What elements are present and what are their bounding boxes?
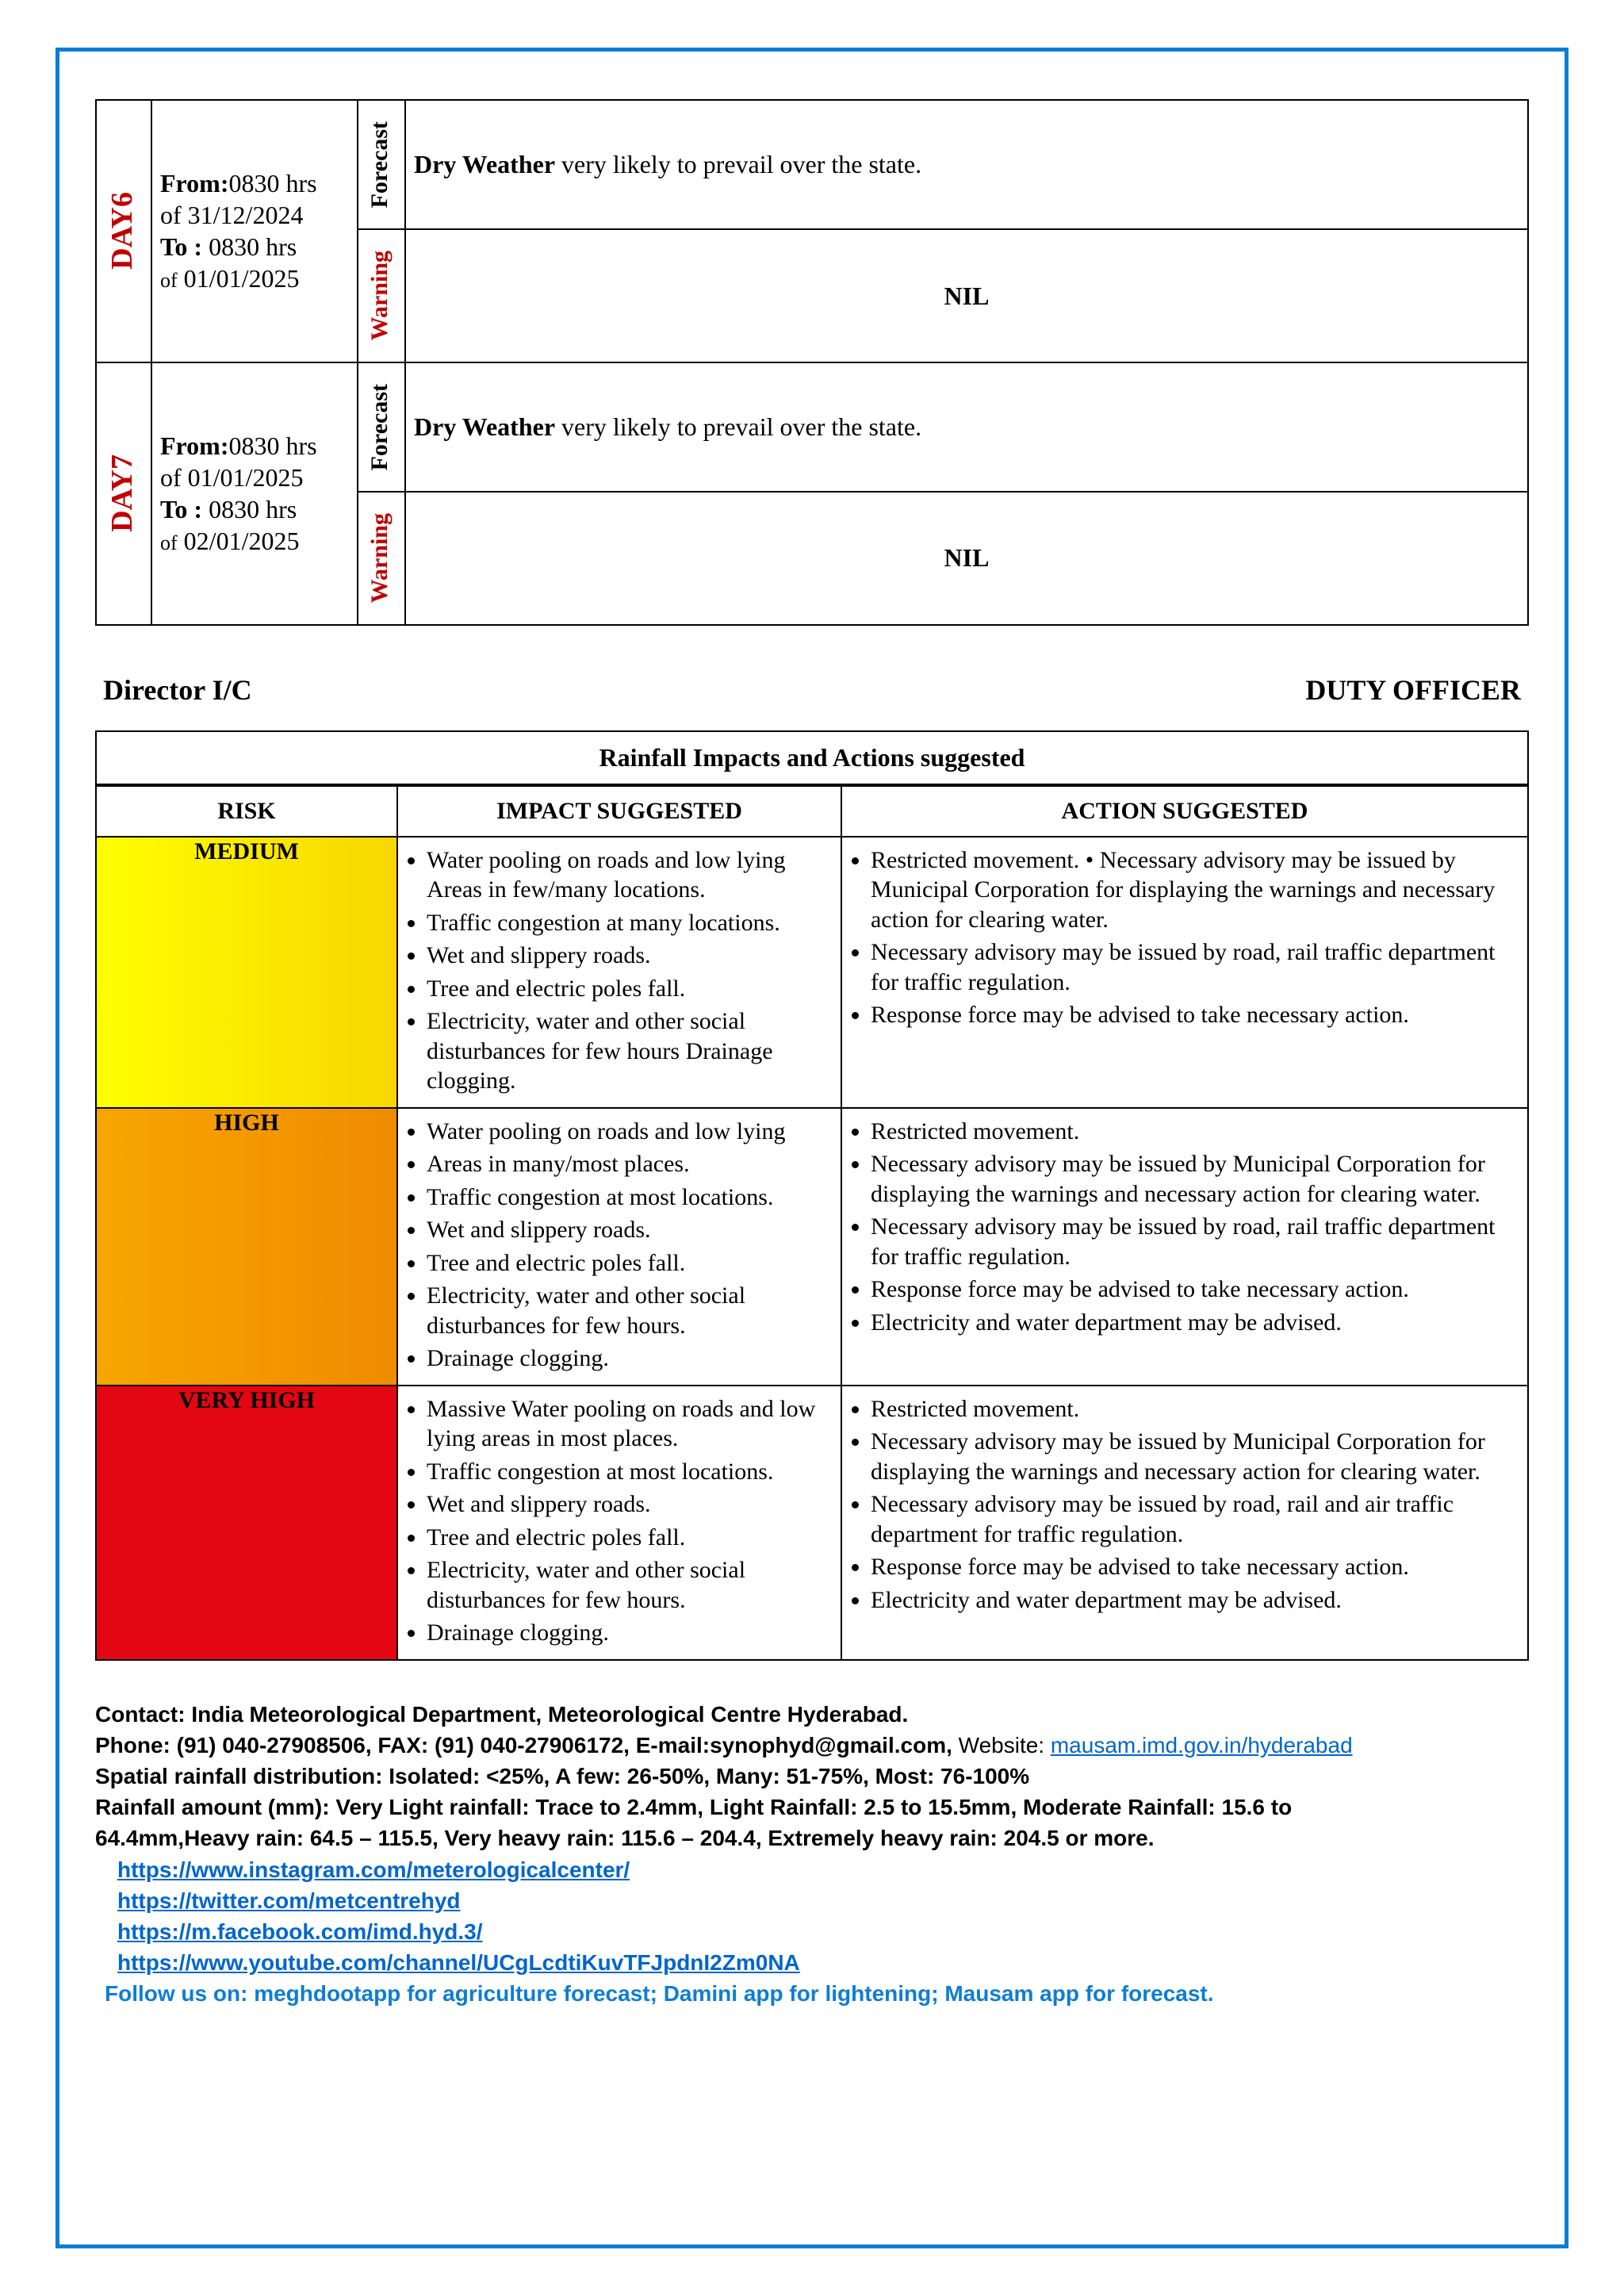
action-item: Necessary advisory may be issued by Muni… [871, 1149, 1516, 1209]
action-item: Restricted movement. [871, 1394, 1516, 1424]
impact-item: Electricity, water and other social dist… [427, 1006, 829, 1096]
day-label: DAY7 [105, 439, 143, 548]
impact-cell: Water pooling on roads and low lying Are… [397, 837, 841, 1108]
footer-follow: Follow us on: meghdootapp for agricultur… [95, 1978, 1529, 2009]
forecast-text-cell: Dry Weather very likely to prevail over … [405, 362, 1528, 492]
footer: Contact: India Meteorological Department… [95, 1699, 1529, 2010]
footer-spatial: Spatial rainfall distribution: Isolated:… [95, 1761, 1529, 1792]
impact-item: Tree and electric poles fall. [427, 1248, 829, 1278]
impact-item: Tree and electric poles fall. [427, 1523, 829, 1553]
forecast-label: Forecast [366, 107, 393, 222]
footer-social-link[interactable]: https://twitter.com/metcentrehyd [117, 1888, 461, 1913]
warning-label: Warning [366, 499, 393, 617]
impact-table: Rainfall Impacts and Actions suggested R… [95, 730, 1529, 1661]
time-cell: From:0830 hrsof 31/12/2024To : 0830 hrso… [151, 100, 358, 362]
time-cell: From:0830 hrsof 01/01/2025To : 0830 hrso… [151, 362, 358, 625]
impact-header-action: ACTION SUGGESTED [841, 785, 1528, 837]
action-item: Necessary advisory may be issued by Muni… [871, 1427, 1516, 1486]
impact-cell: Water pooling on roads and low lyingArea… [397, 1108, 841, 1386]
footer-website-label: Website: [952, 1733, 1051, 1757]
action-item: Necessary advisory may be issued by road… [871, 937, 1516, 997]
forecast-label: Forecast [366, 370, 393, 485]
day-cell: DAY7 [96, 362, 151, 625]
page: DAY6From:0830 hrsof 31/12/2024To : 0830 … [0, 0, 1624, 2296]
action-item: Necessary advisory may be issued by road… [871, 1489, 1516, 1549]
impact-item: Wet and slippery roads. [427, 1489, 829, 1520]
footer-phone-line: Phone: (91) 040-27908506, FAX: (91) 040-… [95, 1730, 1529, 1761]
footer-website-link[interactable]: mausam.imd.gov.in/hyderabad [1051, 1733, 1353, 1757]
impact-item: Drainage clogging. [427, 1618, 829, 1648]
action-item: Electricity and water department may be … [871, 1585, 1516, 1616]
impact-item: Electricity, water and other social dist… [427, 1555, 829, 1615]
action-cell: Restricted movement.Necessary advisory m… [841, 1108, 1528, 1386]
warning-text-cell: NIL [405, 229, 1528, 362]
day-label: DAY6 [105, 176, 143, 286]
impact-item: Wet and slippery roads. [427, 1215, 829, 1245]
action-item: Necessary advisory may be issued by road… [871, 1212, 1516, 1271]
footer-amount1: Rainfall amount (mm): Very Light rainfal… [95, 1792, 1529, 1823]
action-item: Response force may be advised to take ne… [871, 1274, 1516, 1305]
warning-text-cell: NIL [405, 492, 1528, 624]
director-label: Director I/C [103, 673, 252, 707]
content-frame: DAY6From:0830 hrsof 31/12/2024To : 0830 … [56, 48, 1568, 2248]
forecast-label-cell: Forecast [358, 100, 405, 229]
action-item: Electricity and water department may be … [871, 1308, 1516, 1338]
risk-cell: MEDIUM [96, 837, 397, 1108]
warning-label: Warning [366, 236, 393, 355]
signature-row: Director I/C DUTY OFFICER [95, 673, 1529, 730]
footer-social-link[interactable]: https://m.facebook.com/imd.hyd.3/ [117, 1919, 483, 1944]
impact-item: Traffic congestion at most locations. [427, 1457, 829, 1487]
impact-item: Massive Water pooling on roads and low l… [427, 1394, 829, 1454]
footer-contact: Contact: India Meteorological Department… [95, 1699, 1529, 1730]
impact-item: Traffic congestion at most locations. [427, 1182, 829, 1213]
warning-label-cell: Warning [358, 229, 405, 362]
impact-item: Tree and electric poles fall. [427, 974, 829, 1004]
footer-phone: Phone: (91) 040-27908506, FAX: (91) 040-… [95, 1733, 952, 1757]
impact-item: Electricity, water and other social dist… [427, 1281, 829, 1340]
impact-item: Drainage clogging. [427, 1343, 829, 1374]
action-cell: Restricted movement.Necessary advisory m… [841, 1386, 1528, 1660]
duty-officer-label: DUTY OFFICER [1305, 673, 1521, 707]
forecast-label-cell: Forecast [358, 362, 405, 492]
impact-item: Areas in many/most places. [427, 1149, 829, 1179]
forecast-text-cell: Dry Weather very likely to prevail over … [405, 100, 1528, 229]
impact-header-risk: RISK [96, 785, 397, 837]
impact-title: Rainfall Impacts and Actions suggested [96, 731, 1528, 785]
action-item: Restricted movement. [871, 1117, 1516, 1147]
impact-item: Water pooling on roads and low lying Are… [427, 845, 829, 905]
footer-amount2: 64.4mm,Heavy rain: 64.5 – 115.5, Very he… [95, 1823, 1529, 1853]
footer-social-link[interactable]: https://www.youtube.com/channel/UCgLcdti… [117, 1950, 800, 1975]
day-cell: DAY6 [96, 100, 151, 362]
impact-cell: Massive Water pooling on roads and low l… [397, 1386, 841, 1660]
impact-item: Wet and slippery roads. [427, 941, 829, 971]
risk-cell: HIGH [96, 1108, 397, 1386]
impact-item: Water pooling on roads and low lying [427, 1117, 829, 1147]
action-item: Restricted movement. • Necessary advisor… [871, 845, 1516, 935]
action-item: Response force may be advised to take ne… [871, 1552, 1516, 1582]
action-item: Response force may be advised to take ne… [871, 1000, 1516, 1030]
footer-social-link[interactable]: https://www.instagram.com/meterologicalc… [117, 1857, 630, 1882]
risk-cell: VERY HIGH [96, 1386, 397, 1660]
forecast-table: DAY6From:0830 hrsof 31/12/2024To : 0830 … [95, 99, 1529, 626]
warning-label-cell: Warning [358, 492, 405, 624]
impact-header-impact: IMPACT SUGGESTED [397, 785, 841, 837]
action-cell: Restricted movement. • Necessary advisor… [841, 837, 1528, 1108]
impact-item: Traffic congestion at many locations. [427, 908, 829, 938]
